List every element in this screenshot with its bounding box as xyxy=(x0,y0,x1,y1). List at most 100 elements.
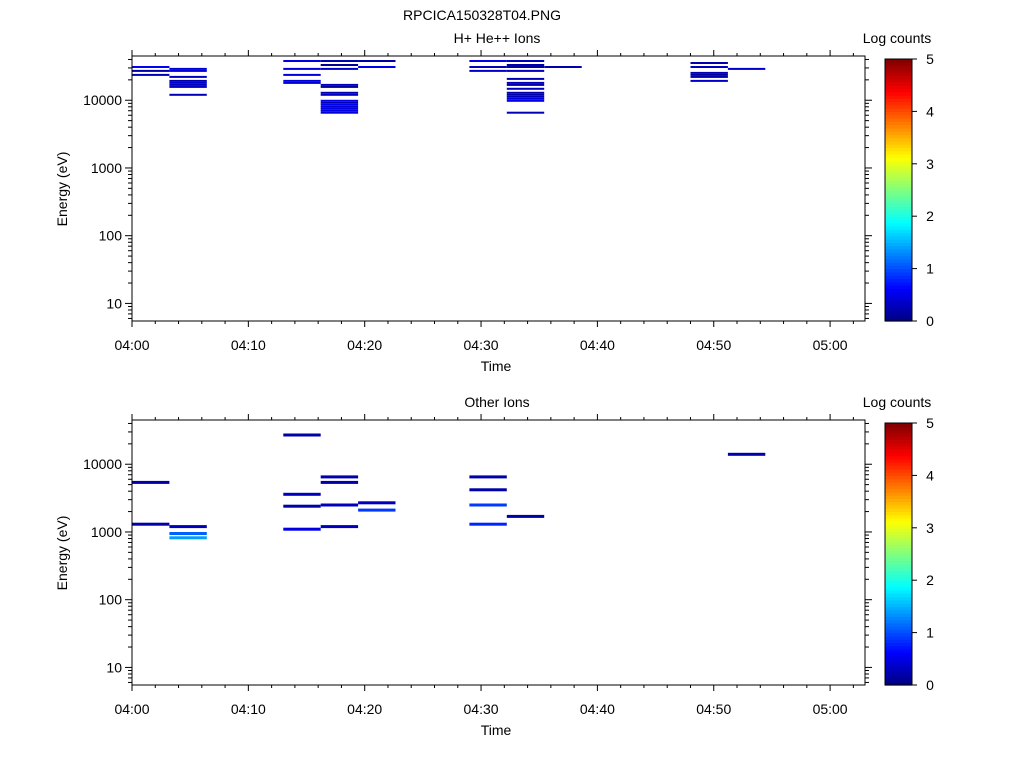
colorbar-segment xyxy=(885,426,912,431)
colorbar-segment xyxy=(885,455,912,460)
heatmap-cell xyxy=(506,514,545,518)
colorbar-segment xyxy=(885,462,912,467)
colorbar-segment xyxy=(885,137,912,142)
heatmap-cell xyxy=(506,91,545,94)
colorbar-segment xyxy=(885,212,912,217)
colorbar-segment xyxy=(885,599,912,604)
colorbar-segment xyxy=(885,439,912,444)
page-title: RPCICA150328T04.PNG xyxy=(403,7,561,23)
heatmap-cell xyxy=(506,81,545,84)
colorbar-tick-label: 1 xyxy=(926,261,934,277)
colorbar-segment xyxy=(885,167,912,171)
heatmap-cell xyxy=(506,95,545,98)
heatmap-cell xyxy=(169,525,207,529)
colorbar-segment xyxy=(885,98,912,103)
plot-frame xyxy=(131,419,866,686)
colorbar-tick-label: 0 xyxy=(926,677,934,693)
colorbar-segment xyxy=(885,658,912,663)
heatmap-cell xyxy=(283,433,321,437)
colorbar-tick-label: 2 xyxy=(926,208,934,224)
colorbar-segment xyxy=(885,242,912,247)
colorbar-segment xyxy=(885,222,912,227)
heatmap-cell xyxy=(132,522,170,526)
colorbar-segment xyxy=(885,104,912,109)
colorbar-segment xyxy=(885,68,912,73)
heatmap-cell xyxy=(169,83,207,86)
colorbar-segment xyxy=(885,193,912,198)
heatmap-cell xyxy=(469,69,507,72)
colorbar-segment xyxy=(885,524,912,529)
heatmap-cell xyxy=(132,73,170,76)
y-tick-label: 10 xyxy=(106,295,122,311)
y-axis: 10 100 1000 10000 xyxy=(83,58,872,319)
heatmap-cell xyxy=(320,99,359,102)
heatmap-cell xyxy=(169,69,207,72)
colorbar-segment xyxy=(885,131,912,135)
colorbar-segment xyxy=(885,491,912,496)
heatmap-cell xyxy=(690,79,728,82)
y-tick-label: 1000 xyxy=(91,524,122,540)
colorbar-segment xyxy=(885,609,912,614)
colorbar-segment xyxy=(885,95,912,99)
heatmap-cell xyxy=(320,503,359,507)
heatmap-cell xyxy=(506,87,545,90)
colorbar-segment xyxy=(885,157,912,162)
heatmap-cell xyxy=(690,71,728,74)
heatmap-cell xyxy=(727,67,766,70)
colorbar-segment xyxy=(885,626,912,630)
x-tick-label: 04:50 xyxy=(696,701,731,717)
colorbar-segment xyxy=(885,252,912,257)
colorbar-segment xyxy=(885,190,912,194)
heatmap-cell xyxy=(506,64,545,66)
colorbar-segment xyxy=(885,622,912,627)
colorbar-segment xyxy=(885,62,912,67)
heatmap-cell xyxy=(320,64,359,66)
heatmap-cell xyxy=(320,103,359,106)
colorbar-segment xyxy=(885,432,912,437)
colorbar-segment xyxy=(885,495,912,499)
colorbar-segment xyxy=(885,586,912,591)
heatmap-cell xyxy=(506,111,545,114)
colorbar-segment xyxy=(885,78,912,83)
colorbar-segment xyxy=(885,144,912,149)
colorbar-segment xyxy=(885,423,912,427)
heatmap-cell xyxy=(320,67,359,70)
x-tick-label: 04:40 xyxy=(580,701,615,717)
heatmap-cell xyxy=(283,81,321,84)
heatmap-cell xyxy=(358,501,396,505)
colorbar-segment xyxy=(885,606,912,611)
colorbar-segment xyxy=(885,508,912,513)
colorbar-segment xyxy=(885,671,912,676)
colorbar-segment xyxy=(885,170,912,175)
colorbar-segment xyxy=(885,560,912,565)
heatmap-cell xyxy=(358,66,396,68)
colorbar-segment xyxy=(885,645,912,650)
colorbar-segment xyxy=(885,173,912,178)
colorbar-segment xyxy=(885,544,912,549)
y-tick-label: 10000 xyxy=(83,456,122,472)
colorbar-segment xyxy=(885,209,912,214)
colorbar-segment xyxy=(885,134,912,139)
colorbar-segment xyxy=(885,127,912,132)
x-tick-label: 04:10 xyxy=(231,701,266,717)
heatmap-cell xyxy=(690,66,728,68)
colorbar-segment xyxy=(885,514,912,519)
y-tick-label: 100 xyxy=(99,228,123,244)
colorbar-segment xyxy=(885,570,912,575)
heatmap-cell xyxy=(320,109,359,112)
y-tick-label: 1000 xyxy=(91,160,122,176)
colorbar-segment xyxy=(885,199,912,204)
colorbar-segment xyxy=(885,117,912,122)
colorbar-segment xyxy=(885,635,912,640)
colorbar-segment xyxy=(885,475,912,480)
heatmap-cell xyxy=(469,66,507,68)
heatmap-cell xyxy=(506,99,545,102)
colorbar-segment xyxy=(885,675,912,680)
colorbar: 0 1 2 3 4 5 xyxy=(884,51,934,329)
colorbar-segment xyxy=(885,501,912,506)
colorbar-label: Log counts xyxy=(863,30,932,46)
colorbar-segment xyxy=(885,268,912,273)
heatmap-cell xyxy=(469,60,507,62)
colorbar-segment xyxy=(885,498,912,503)
